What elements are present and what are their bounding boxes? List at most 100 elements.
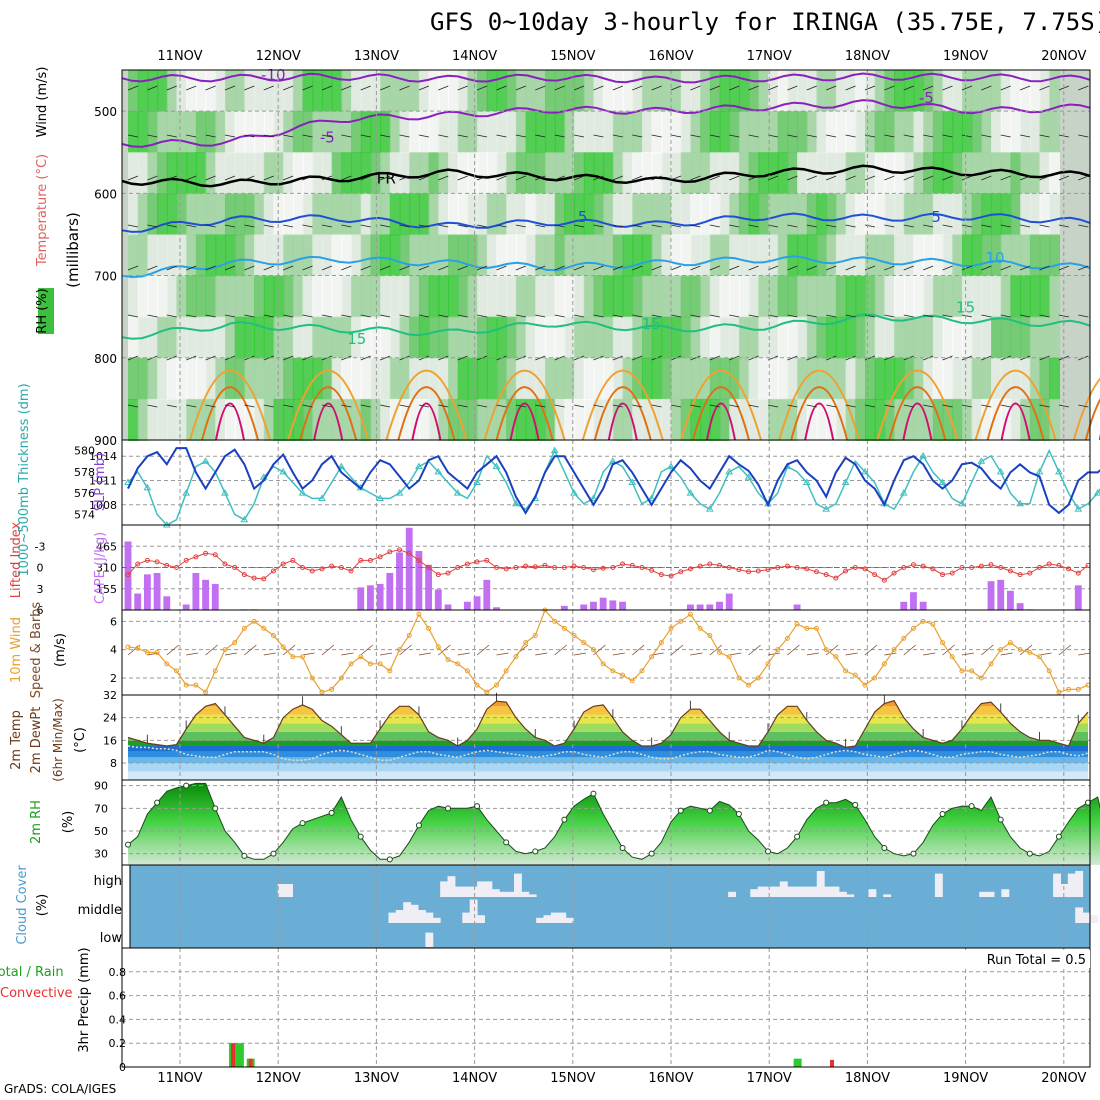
rh-patch [399, 275, 411, 318]
wind-barb [612, 265, 623, 271]
wind-barb [593, 224, 604, 228]
rh-patch [244, 152, 256, 195]
rh-patch [506, 111, 517, 154]
rh-patch [341, 111, 353, 154]
rh-patch [583, 152, 595, 195]
rh-patch [467, 357, 479, 400]
wind10m-axis-sublabel: Speed & Barbs [29, 602, 44, 699]
li-marker [377, 554, 383, 560]
wind-barb [360, 265, 371, 271]
rh-patch [797, 398, 808, 441]
rh-patch [1010, 111, 1022, 154]
thickness-marker [589, 494, 598, 501]
rh-patch [302, 193, 314, 236]
thickness-marker [705, 505, 714, 512]
li-marker [493, 565, 499, 570]
wind-barb [224, 175, 236, 181]
li-marker [736, 567, 742, 573]
rh-patch [874, 193, 886, 236]
rh-patch [622, 357, 634, 400]
rh-patch [389, 152, 401, 195]
wind-speed-marker [193, 682, 199, 688]
rh-patch [418, 398, 430, 441]
wind-barb [263, 175, 274, 181]
rh-patch [729, 316, 740, 359]
wind-speed-marker [1027, 650, 1033, 655]
rh-patch [884, 234, 896, 277]
rh-patch [496, 111, 508, 154]
rh-patch [700, 234, 711, 277]
rh-patch [719, 234, 731, 277]
wind-speed-marker [823, 647, 829, 653]
rh-patch [380, 234, 391, 277]
wind-barb [302, 404, 313, 408]
wind-barb [418, 404, 429, 408]
wind-speed-marker [862, 682, 868, 688]
rh-patch [816, 357, 828, 400]
wind-barb [244, 175, 255, 181]
cape-tick-label: 310 [96, 562, 117, 575]
rh-patch [894, 111, 905, 154]
rh-patch [234, 357, 246, 400]
x-tick-label-bottom: 14NOV [452, 1071, 497, 1086]
wind-barb [399, 224, 410, 228]
wind-barb [670, 314, 682, 318]
temp-band [128, 740, 1088, 746]
rh-patch [758, 357, 770, 400]
wind-barb [1039, 404, 1050, 408]
li-marker [823, 572, 829, 578]
rh-patch [535, 111, 547, 154]
wind-barb [593, 265, 604, 271]
wind-barb [787, 265, 798, 271]
rh-patch [671, 152, 682, 195]
thickness-marker [415, 462, 423, 470]
rh-patch [651, 357, 663, 400]
isotherm-label: 15 [956, 299, 975, 317]
rh-patch [632, 275, 644, 318]
wind-barb [515, 265, 527, 271]
rh-marker [765, 848, 771, 855]
wind-barb [321, 175, 333, 181]
wind-barb [438, 85, 449, 91]
rh-patch [496, 193, 508, 236]
wind-barb [632, 404, 643, 408]
rh-patch [1029, 357, 1041, 400]
rh-patch [292, 193, 304, 236]
wind-barb [263, 85, 274, 91]
wind-barb [981, 175, 992, 181]
rh-patch [593, 316, 605, 359]
cape-bar [716, 601, 723, 610]
rh-patch [593, 193, 605, 236]
rh-patch [845, 193, 857, 236]
wind-barb [632, 355, 643, 361]
rh-patch [409, 398, 420, 441]
cloud-middle-bar [462, 912, 471, 923]
x-tick-label-top: 16NOV [648, 49, 693, 64]
li-tick-label: 0 [37, 562, 44, 575]
cape-tick-label: 155 [96, 583, 117, 596]
warm-contour [201, 386, 259, 441]
cape-bar [153, 572, 161, 610]
wind-barb [651, 314, 662, 318]
rh-patch [564, 152, 576, 195]
rh-patch [884, 275, 896, 318]
rh-patch [603, 111, 614, 154]
wind-barb [418, 85, 430, 91]
rh-patch [428, 398, 440, 441]
rh-patch [263, 193, 275, 236]
rh-patch [321, 193, 333, 236]
rh-patch [738, 70, 750, 113]
wind-barb [767, 85, 779, 91]
rh-patch [603, 193, 614, 236]
thickness-marker [686, 489, 695, 496]
li-marker [212, 552, 218, 558]
wind-barb [923, 265, 934, 271]
cloud-high-bar [883, 894, 892, 897]
precip-total-bar [235, 1043, 244, 1067]
wind-barb [632, 265, 643, 271]
cloud-high-bar [477, 881, 485, 897]
wind-barb [826, 134, 837, 138]
rh-patch [894, 275, 905, 318]
rh-patch [700, 316, 711, 359]
rh-patch [244, 357, 256, 400]
